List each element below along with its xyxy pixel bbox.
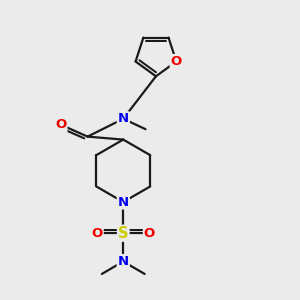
Text: O: O bbox=[55, 118, 67, 131]
Text: O: O bbox=[92, 227, 103, 240]
Text: N: N bbox=[118, 112, 129, 125]
Text: N: N bbox=[118, 255, 129, 268]
Text: S: S bbox=[118, 226, 128, 241]
Text: O: O bbox=[144, 227, 155, 240]
Text: O: O bbox=[171, 55, 182, 68]
Text: N: N bbox=[118, 196, 129, 208]
